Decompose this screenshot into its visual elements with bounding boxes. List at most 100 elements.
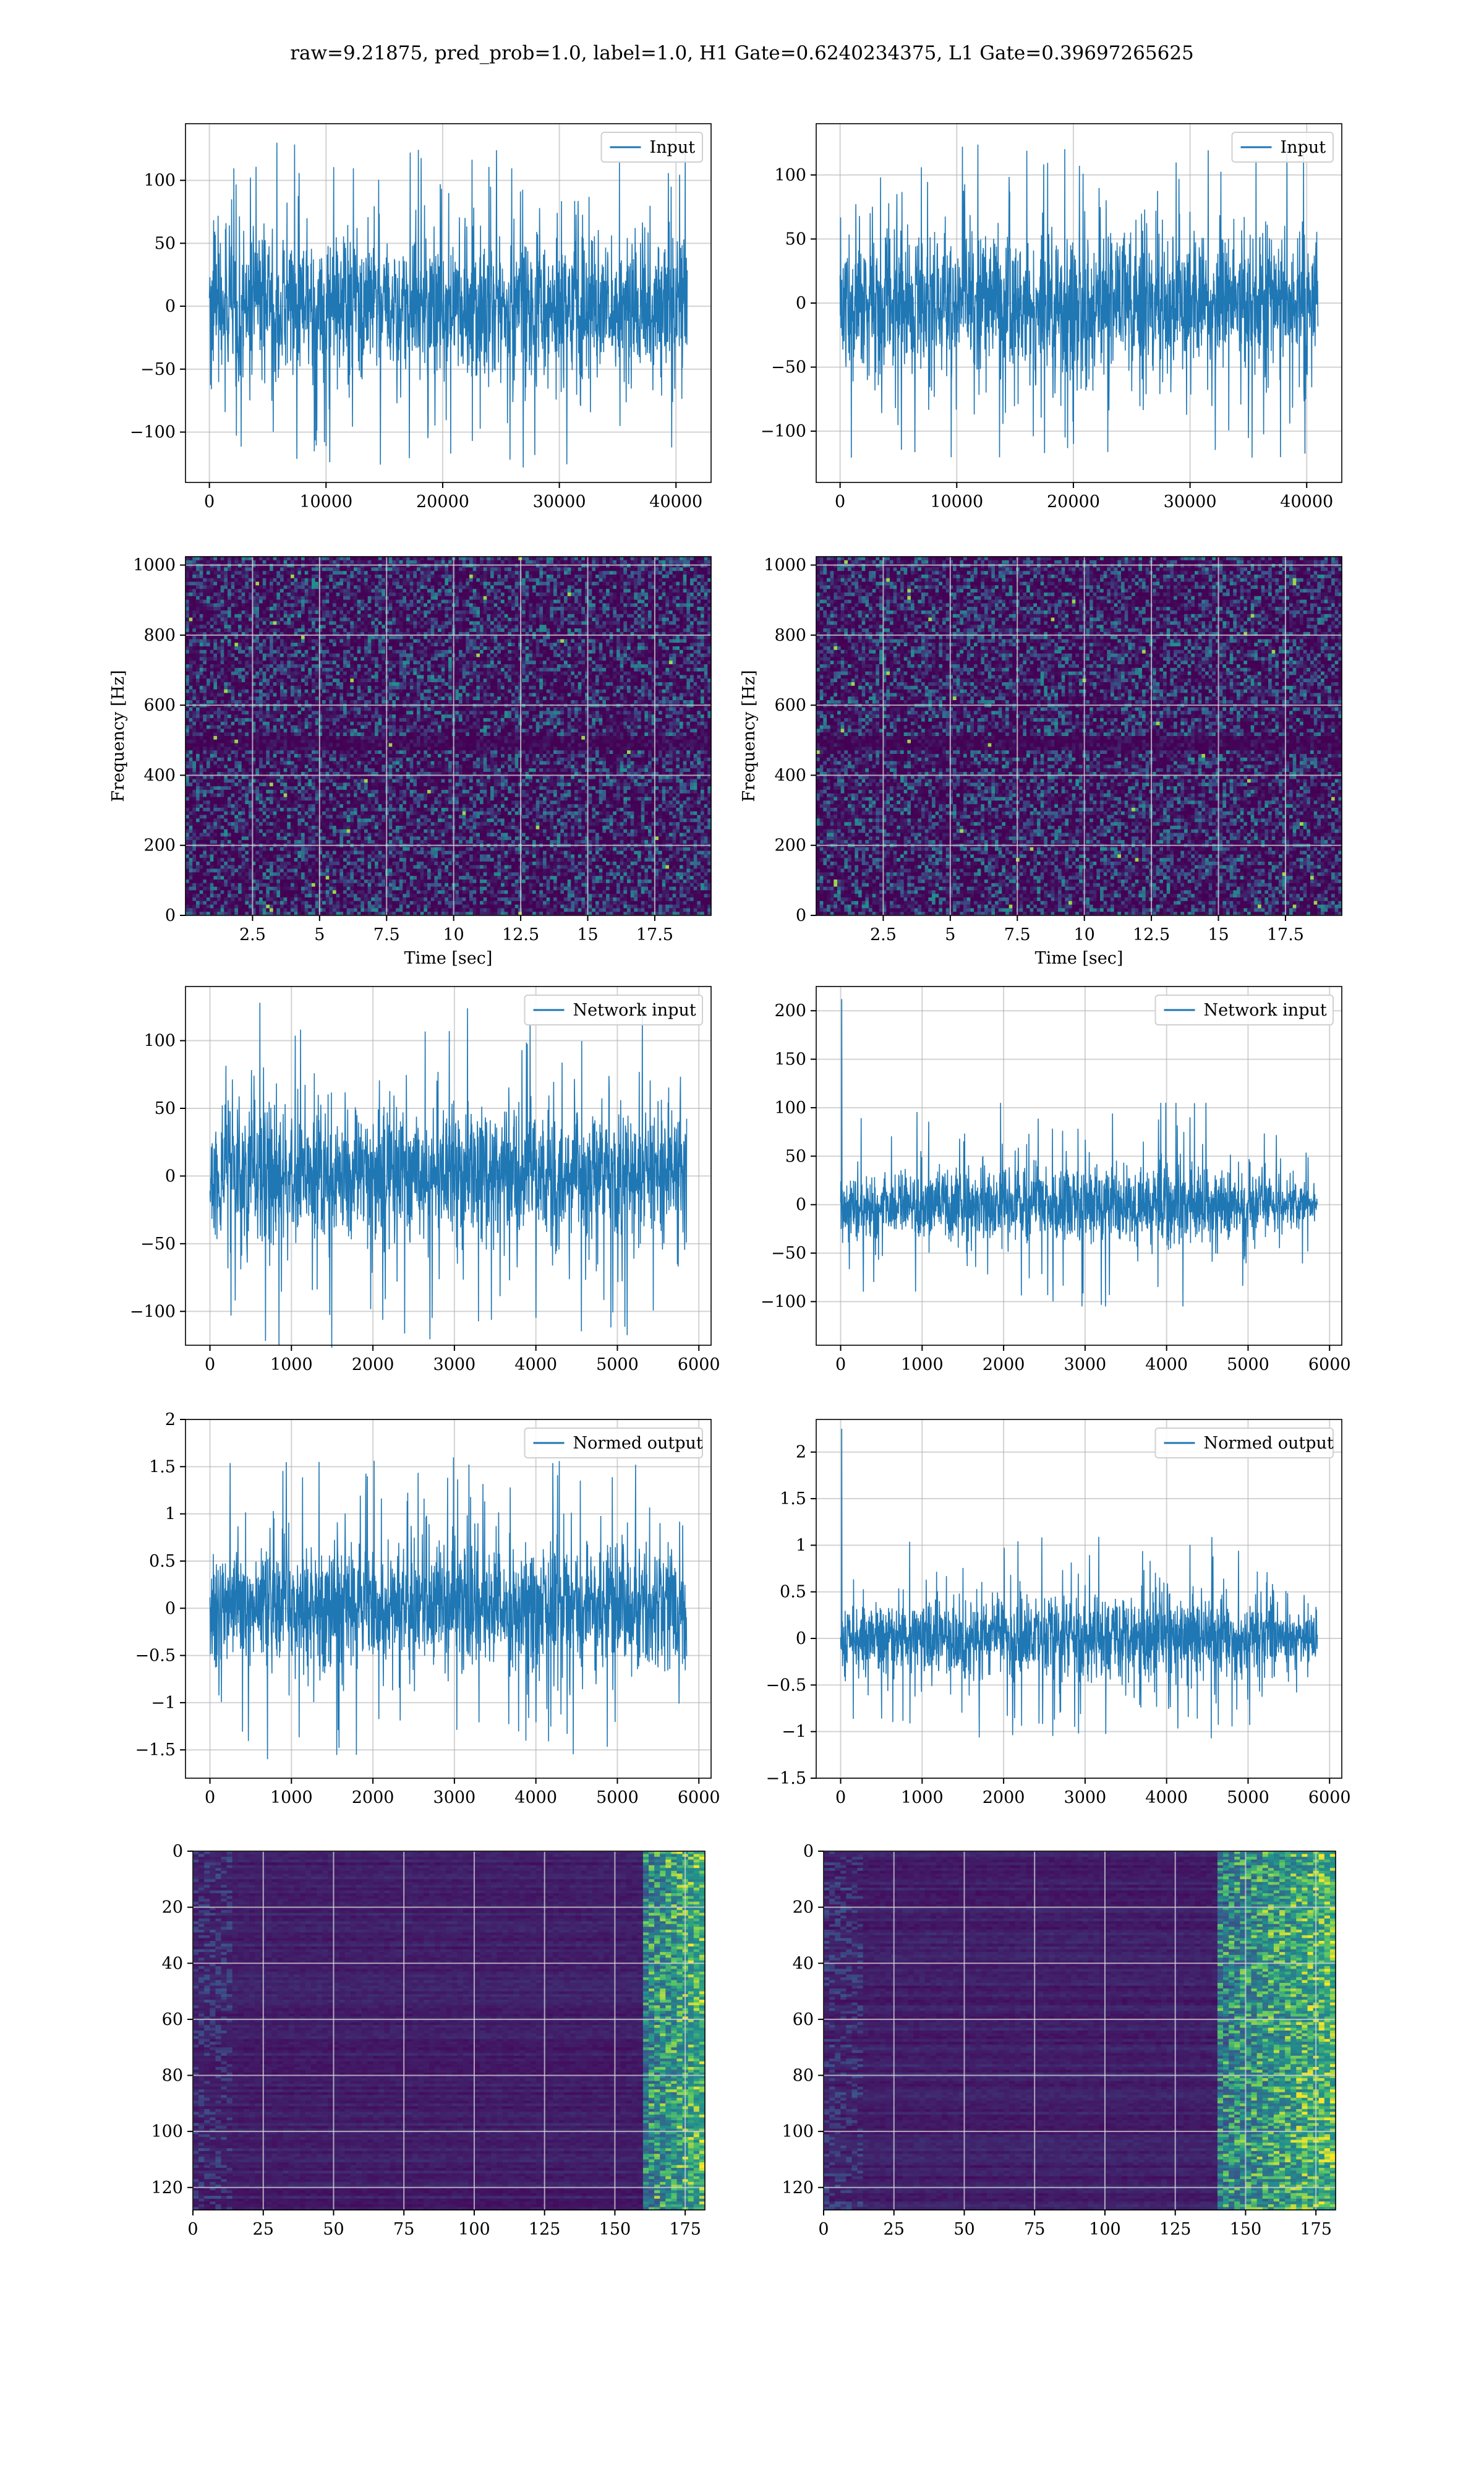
- heatmap-cell: [213, 649, 218, 654]
- heatmap-cell: [630, 643, 634, 647]
- heatmap-cell: [301, 571, 305, 575]
- heatmap-cell: [399, 571, 403, 575]
- heatmap-cell: [459, 661, 463, 665]
- heatmap-cell: [266, 596, 270, 601]
- heatmap-cell: [445, 563, 449, 568]
- heatmap-cell: [630, 563, 634, 568]
- heatmap-cell: [462, 625, 466, 629]
- heatmap-cell: [599, 589, 603, 593]
- heatmap-cell: [564, 578, 568, 583]
- heatmap-cell: [680, 625, 684, 629]
- heatmap-cell: [322, 589, 326, 593]
- heatmap-cell: [438, 557, 442, 561]
- heatmap-cell: [322, 585, 326, 589]
- heatmap-cell: [459, 581, 463, 586]
- heatmap-cell: [487, 628, 491, 633]
- heatmap-cell: [266, 563, 270, 568]
- heatmap-cell: [297, 593, 302, 597]
- heatmap-cell: [329, 610, 333, 615]
- heatmap-cell: [616, 646, 621, 651]
- heatmap-cell: [308, 607, 312, 611]
- heatmap-cell: [546, 567, 550, 571]
- heatmap-cell: [280, 593, 284, 597]
- heatmap-cell: [490, 589, 495, 593]
- heatmap-cell: [655, 643, 659, 647]
- heatmap-cell: [367, 567, 372, 571]
- heatmap-cell: [336, 625, 340, 629]
- heatmap-cell: [648, 667, 652, 672]
- heatmap-cell: [459, 607, 463, 611]
- heatmap-cell: [304, 631, 309, 636]
- heatmap-cell: [354, 578, 358, 583]
- heatmap-cell: [462, 653, 466, 657]
- heatmap-cell: [297, 560, 302, 565]
- heatmap-cell: [592, 614, 596, 618]
- heatmap-cell: [525, 653, 529, 657]
- heatmap-cell: [455, 585, 459, 589]
- heatmap-cell: [634, 614, 638, 618]
- heatmap-cell: [669, 610, 673, 615]
- heatmap-cell: [462, 607, 466, 611]
- heatmap-cell: [297, 653, 302, 657]
- heatmap-cell: [676, 617, 680, 622]
- heatmap-cell: [259, 667, 263, 672]
- heatmap-cell: [539, 571, 544, 575]
- heatmap-cell: [683, 664, 687, 669]
- heatmap-cell: [469, 567, 474, 571]
- heatmap-cell: [616, 635, 621, 640]
- heatmap-cell: [476, 589, 480, 593]
- heatmap-cell: [651, 614, 655, 618]
- heatmap-cell: [382, 596, 386, 601]
- heatmap-cell: [487, 567, 491, 571]
- heatmap-cell: [543, 646, 547, 651]
- heatmap-cell: [525, 661, 529, 665]
- heatmap-cell: [606, 625, 610, 629]
- heatmap-cell: [276, 628, 281, 633]
- heatmap-cell: [291, 578, 295, 583]
- heatmap-cell: [430, 596, 435, 601]
- heatmap-cell: [266, 646, 270, 651]
- heatmap-cell: [308, 667, 312, 672]
- heatmap-cell: [371, 621, 375, 625]
- heatmap-cell: [585, 614, 589, 618]
- heatmap-cell: [704, 575, 708, 579]
- heatmap-cell: [207, 593, 211, 597]
- heatmap-cell: [438, 575, 442, 579]
- heatmap-cell: [192, 599, 197, 604]
- heatmap-cell: [339, 607, 344, 611]
- heatmap-cell: [378, 614, 382, 618]
- heatmap-cell: [493, 639, 498, 643]
- heatmap-cell: [249, 614, 253, 618]
- heatmap-cell: [606, 563, 610, 568]
- heatmap-cell: [276, 607, 281, 611]
- heatmap-cell: [371, 631, 375, 636]
- heatmap-cell: [497, 639, 501, 643]
- heatmap-cell: [203, 557, 207, 561]
- heatmap-cell: [651, 657, 655, 661]
- heatmap-cell: [508, 599, 512, 604]
- heatmap-cell: [371, 581, 375, 586]
- heatmap-cell: [508, 646, 512, 651]
- heatmap-cell: [501, 567, 505, 571]
- heatmap-cell: [469, 563, 474, 568]
- heatmap-cell: [466, 585, 470, 589]
- heatmap-cell: [483, 631, 487, 636]
- heatmap-cell: [287, 621, 291, 625]
- heatmap-cell: [252, 596, 256, 601]
- heatmap-cell: [595, 596, 600, 601]
- heatmap-cell: [339, 646, 344, 651]
- heatmap-cell: [354, 661, 358, 665]
- heatmap-cell: [308, 625, 312, 629]
- heatmap-cell: [297, 557, 302, 561]
- heatmap-cell: [266, 603, 270, 607]
- heatmap-cell: [382, 581, 386, 586]
- heatmap-cell: [623, 621, 628, 625]
- heatmap-cell: [620, 667, 624, 672]
- heatmap-cell: [462, 563, 466, 568]
- heatmap-cell: [459, 621, 463, 625]
- heatmap-cell: [616, 610, 621, 615]
- heatmap-cell: [522, 631, 526, 636]
- heatmap-cell: [434, 560, 438, 565]
- heatmap-cell: [249, 643, 253, 647]
- heatmap-cell: [553, 649, 558, 654]
